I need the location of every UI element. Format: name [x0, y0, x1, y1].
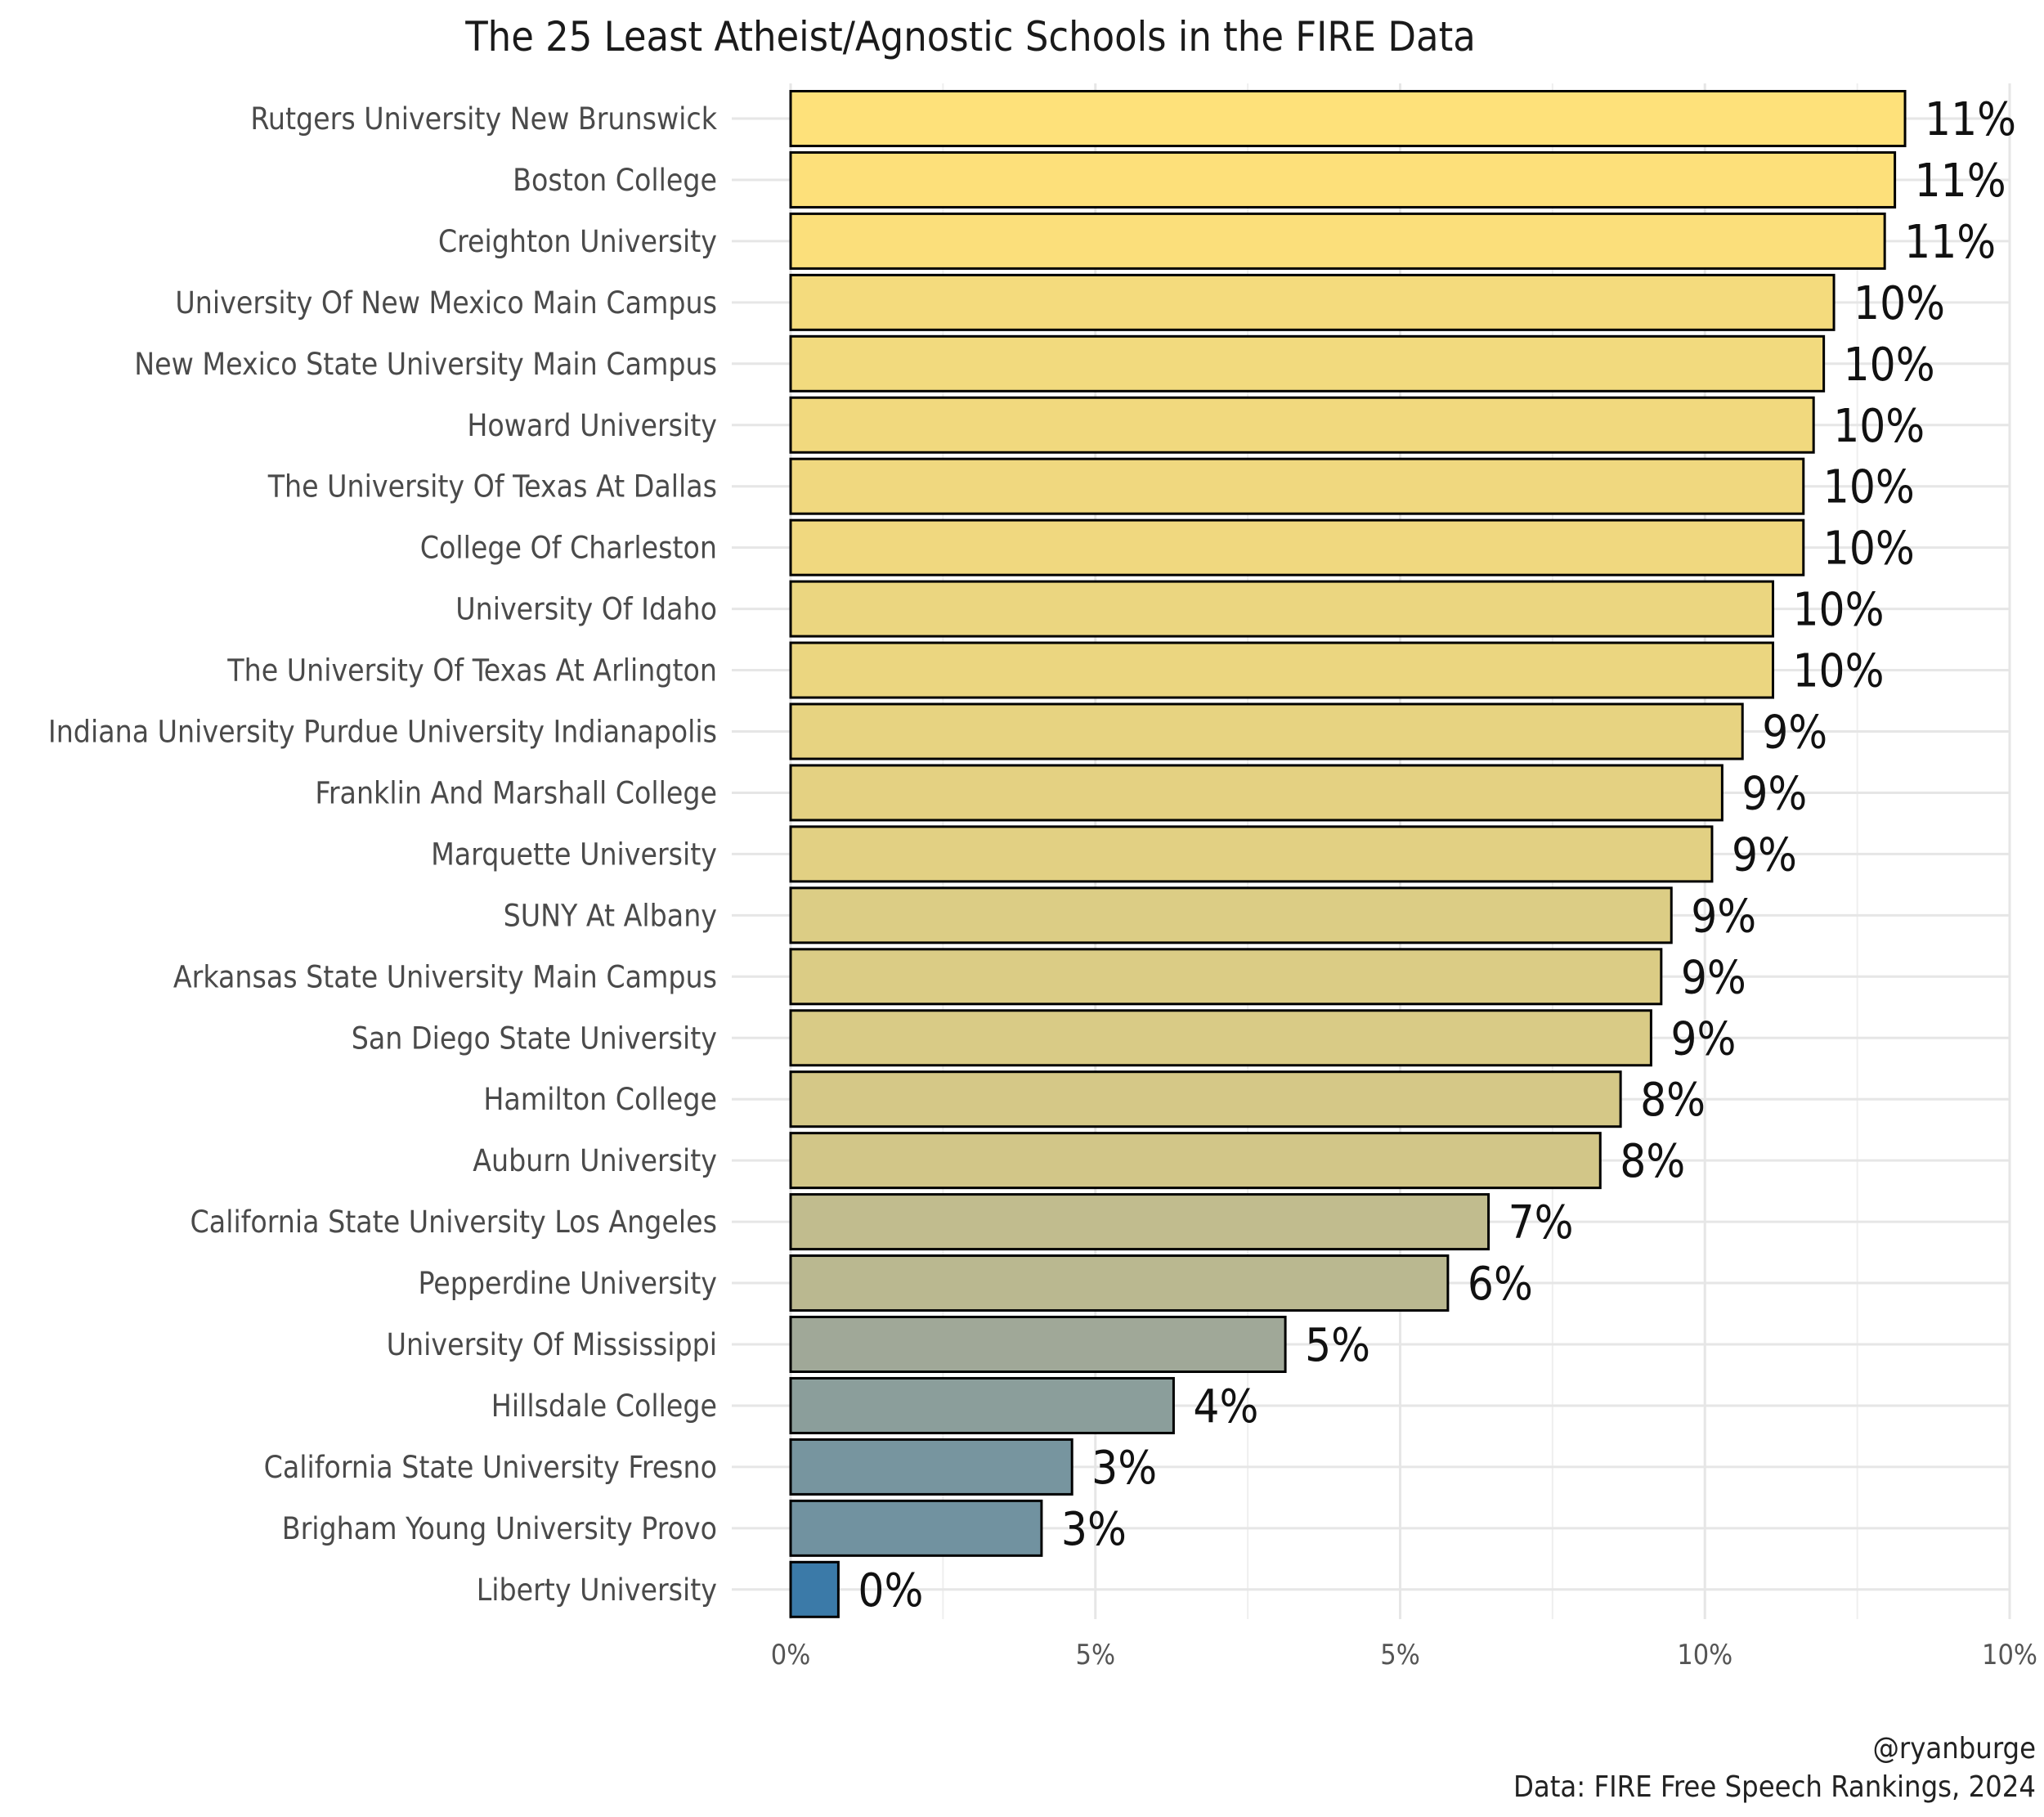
- data-label: 10%: [1844, 339, 1935, 392]
- category-label: College Of Charleston: [420, 531, 717, 566]
- data-label: 10%: [1853, 277, 1945, 330]
- bar: [789, 1376, 1175, 1434]
- category-label: California State University Los Angeles: [191, 1205, 717, 1240]
- category-label: Marquette University: [431, 837, 717, 872]
- x-tick-label: 5%: [1380, 1639, 1420, 1671]
- data-labels: 11% 11% 11% 10% 10% 10% 10% 10% 10% 10% 9% 9% 9% 9% 9%…: [858, 93, 2016, 1617]
- bar: [789, 886, 1673, 944]
- data-label: 8%: [1620, 1135, 1685, 1188]
- bar: [789, 1254, 1450, 1312]
- data-label: 6%: [1468, 1258, 1533, 1311]
- x-axis-ticks: 0% 5% 5% 10% 10%: [771, 1639, 2037, 1671]
- x-tick-label: 0%: [771, 1639, 811, 1671]
- category-label: Hamilton College: [483, 1082, 717, 1117]
- data-label: 9%: [1741, 767, 1807, 820]
- data-label: 11%: [1904, 216, 1996, 269]
- data-label: 10%: [1833, 400, 1925, 453]
- category-label: Auburn University: [473, 1143, 717, 1178]
- bar: [789, 150, 1897, 209]
- category-label: University Of New Mexico Main Campus: [175, 285, 717, 321]
- bar: [789, 396, 1815, 454]
- category-label: SUNY At Albany: [504, 898, 717, 933]
- data-label: 3%: [1091, 1442, 1157, 1495]
- x-tick-label: 10%: [1982, 1639, 2037, 1671]
- data-label: 3%: [1061, 1503, 1127, 1556]
- data-label: 10%: [1792, 645, 1884, 698]
- bars: [789, 90, 1907, 1618]
- data-label: 7%: [1508, 1196, 1574, 1249]
- data-label: 4%: [1193, 1380, 1258, 1433]
- data-label: 10%: [1823, 461, 1915, 514]
- category-label: University Of Idaho: [455, 592, 717, 627]
- category-labels: Rutgers University New Brunswick Boston C…: [48, 101, 718, 1608]
- data-label: 9%: [1732, 828, 1797, 882]
- category-label: Creighton University: [438, 224, 717, 259]
- bar: [789, 948, 1663, 1006]
- bar: [789, 1009, 1652, 1067]
- data-label: 0%: [858, 1564, 923, 1617]
- bar: [789, 1316, 1287, 1373]
- category-label: California State University Fresno: [264, 1450, 717, 1485]
- data-label: 10%: [1792, 584, 1884, 637]
- data-label: 8%: [1640, 1074, 1706, 1127]
- bar: [789, 764, 1724, 822]
- x-tick-label: 10%: [1677, 1639, 1732, 1671]
- category-label: The University Of Texas At Dallas: [267, 469, 717, 505]
- category-label: Hillsdale College: [491, 1389, 717, 1424]
- bar: [789, 334, 1826, 393]
- bar: [789, 580, 1774, 638]
- category-label: Indiana University Purdue University Ind…: [48, 715, 717, 750]
- category-label: Arkansas State University Main Campus: [173, 959, 717, 994]
- bar: [789, 1132, 1602, 1190]
- data-label: 11%: [1925, 93, 2016, 146]
- bar: [789, 273, 1836, 331]
- data-label: 11%: [1915, 155, 2006, 208]
- chart-title: The 25 Least Atheist/Agnostic Schools in…: [464, 13, 1476, 61]
- category-label: Howard University: [467, 408, 717, 443]
- bar: [789, 702, 1744, 760]
- bar: [789, 518, 1805, 577]
- x-tick-label: 5%: [1075, 1639, 1115, 1671]
- data-label: 10%: [1823, 523, 1915, 576]
- caption-author: @ryanburge: [1872, 1732, 2036, 1765]
- bar: [789, 457, 1805, 515]
- bar: [789, 90, 1907, 147]
- data-label: 9%: [1691, 890, 1756, 943]
- category-label: Boston College: [513, 163, 717, 198]
- category-label: New Mexico State University Main Campus: [134, 347, 717, 382]
- data-label: 5%: [1305, 1319, 1370, 1372]
- category-label: University Of Mississippi: [387, 1327, 717, 1362]
- bar: [789, 1560, 840, 1618]
- data-label: 9%: [1762, 707, 1827, 760]
- category-label: Franklin And Marshall College: [315, 775, 717, 810]
- data-label: 9%: [1670, 1012, 1736, 1066]
- bar: [789, 825, 1714, 883]
- category-label: Pepperdine University: [419, 1266, 717, 1301]
- category-label: Brigham Young University Provo: [282, 1511, 717, 1546]
- bar: [789, 1499, 1043, 1557]
- category-label: Rutgers University New Brunswick: [250, 101, 717, 137]
- bar: [789, 212, 1886, 270]
- caption-source: Data: FIRE Free Speech Rankings, 2024: [1513, 1770, 2036, 1804]
- category-label: San Diego State University: [352, 1021, 717, 1056]
- category-label: Liberty University: [477, 1572, 717, 1608]
- data-label: 9%: [1681, 951, 1746, 1004]
- bar: [789, 641, 1774, 699]
- bar: [789, 1070, 1622, 1128]
- category-label: The University Of Texas At Arlington: [226, 653, 717, 689]
- bar: [789, 1193, 1490, 1251]
- bar: [789, 1438, 1074, 1496]
